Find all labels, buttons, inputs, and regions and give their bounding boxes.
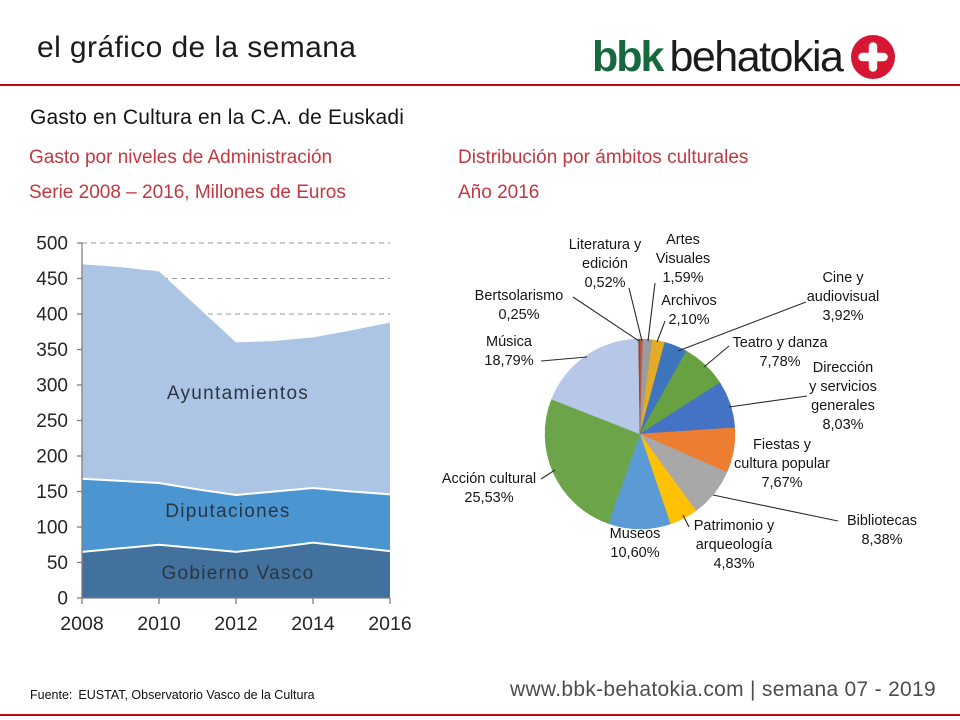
leader-line [628,287,643,342]
y-tick-label: 150 [36,482,68,503]
pie-label: Bertsolarismo [475,288,564,304]
y-tick-label: 0 [57,589,68,610]
pie-slice-acción-cultural [544,398,641,524]
series-label: Gobierno Vasco [161,563,314,584]
pie-label: 7,67% [761,475,802,491]
x-tick-label: 2012 [214,613,257,635]
leader-line [540,469,556,480]
area-band-diputaciones [82,478,390,552]
header-divider [0,84,960,86]
y-tick-label: 250 [36,411,68,432]
chart-main-title: Gasto en Cultura en la C.A. de Euskadi [30,106,405,129]
pie-label: arqueología [696,537,774,553]
x-tick-label: 2010 [137,613,181,635]
leader-line [703,345,730,368]
band-divider [81,477,391,497]
leader-line [677,301,807,352]
pie-label: audiovisual [807,289,880,305]
source-text: EUSTAT, Observatorio Vasco de la Cultura [78,688,315,702]
pie-label: 8,03% [822,417,863,433]
pie-label: Música [486,334,533,350]
pie-label: Cine y [822,270,864,286]
pie-label: Visuales [656,251,711,267]
pie-label: 8,38% [861,532,902,548]
y-tick-label: 200 [36,447,68,468]
pie-label: Dirección [813,360,873,376]
y-tick-label: 400 [36,305,68,326]
pie-slice-bertsolarismo [638,338,641,435]
footer-divider [0,714,960,716]
y-tick-label: 300 [36,376,68,397]
x-tick-label: 2008 [60,613,103,635]
pie-label: Artes [666,232,700,248]
source-label: Fuente: [30,688,73,702]
pie-label: Fiestas y [753,437,812,453]
area-chart: 0 50 100 150 200 250 300 350 400 450 500 2008 2010 20… [36,234,411,636]
leader-line [572,296,640,342]
pie-label: 25,53% [464,490,513,506]
pie-label: 0,52% [584,275,625,291]
pie-label: 18,79% [484,353,533,369]
page-title: el gráfico de la semana [37,31,357,64]
x-tick-label: 2016 [368,613,411,635]
left-chart-subtitle-1: Gasto por niveles de Administración [29,147,333,168]
y-tick-label: 500 [36,234,68,255]
pie-label: Museos [610,526,661,542]
y-tick-label: 350 [36,340,68,361]
plus-icon [851,35,896,79]
left-chart-subtitle-2: Serie 2008 – 2016, Millones de Euros [29,182,346,203]
y-tick-label: 450 [36,269,68,290]
pie-label: Patrimonio y [694,518,775,534]
pie-slice-música [551,338,641,435]
area-band-ayuntamientos [82,264,390,496]
right-chart-subtitle-2: Año 2016 [458,182,540,203]
series-label: Diputaciones [165,501,290,522]
pie-label: cultura popular [734,456,830,472]
x-tick-label: 2014 [291,613,335,635]
leader-line [647,282,656,342]
area-band-gobierno-vasco [82,542,390,598]
y-tick-label: 50 [47,553,68,574]
pie-label: 0,25% [498,307,539,323]
pie-label: 10,60% [610,545,659,561]
band-divider [81,541,391,553]
pie-label: Archivos [661,293,717,309]
website-footer: www.bbk-behatokia.com | semana 07 - 2019 [509,678,936,701]
pie-label: Teatro y danza [732,335,828,351]
pie-label: generales [811,398,875,414]
pie-label: 3,92% [822,308,863,324]
right-chart-subtitle-1: Distribución por ámbitos culturales [458,147,749,168]
pie-label: Literatura y [569,237,642,253]
pie-chart: Literatura y edición 0,52% Artes Visuales 1,5… [442,232,917,572]
source-note: Fuente: EUSTAT, Observatorio Vasco de la … [30,688,315,702]
pie-label: y servicios [809,379,877,395]
leader-line [540,356,588,362]
bbk-behatokia-logo: bbk behatokia [592,28,896,86]
series-label: Ayuntamientos [167,383,309,404]
pie-label: 7,78% [759,354,800,370]
y-tick-label: 100 [36,518,68,539]
pie-label: Bibliotecas [847,513,917,529]
logo-bbk-text: bbk [592,32,664,81]
leader-line [728,395,808,408]
pie-label: 4,83% [713,556,754,572]
pie-label: Acción cultural [442,471,536,487]
logo-behatokia-text: behatokia [669,32,844,81]
pie-label: 1,59% [662,270,703,286]
leader-line [656,320,666,343]
pie-label: edición [582,256,628,272]
pie-label: 2,10% [668,312,709,328]
leader-line [682,514,690,528]
leader-line [712,494,839,522]
